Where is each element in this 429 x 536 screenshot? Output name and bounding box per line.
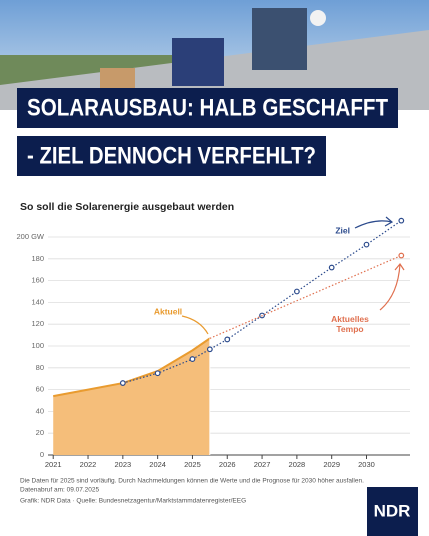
note: Die Daten für 2025 sind vorläufig. Durch… [20, 478, 364, 485]
x-tick-label: 2024 [149, 460, 166, 469]
x-tick-label: 2021 [45, 460, 62, 469]
logo-box [367, 487, 418, 536]
y-tick-label: 100 [31, 341, 44, 350]
arrow [181, 315, 209, 335]
point [328, 264, 335, 271]
line [209, 254, 402, 339]
point [119, 380, 126, 386]
point [398, 217, 405, 224]
x-tick-label: 2030 [358, 460, 375, 469]
title-box [17, 88, 398, 128]
x-tick-label: 2025 [184, 460, 201, 469]
plot: 0 20 40 60 80 100 120 140 160 180 200 GW 2021 2022 20… [16, 216, 410, 469]
y-tick-label: 20 [36, 428, 44, 437]
y-tick-label: 180 [31, 254, 44, 263]
point [398, 252, 405, 259]
area-line [53, 337, 211, 398]
x-tick-label: 2022 [80, 460, 97, 469]
point [293, 288, 300, 295]
y-tick-label: 200 GW [16, 232, 44, 241]
point [189, 356, 196, 362]
arrow [354, 216, 394, 229]
y-tick-label: 160 [31, 276, 44, 285]
arrow [379, 262, 405, 311]
y-tick-label: 80 [36, 363, 44, 372]
logo: NDR [374, 501, 411, 520]
chart-title: So soll die Solarenergie ausgebaut werde… [20, 201, 234, 213]
x-tick-label: 2023 [114, 460, 131, 469]
line [122, 220, 402, 384]
point [224, 336, 231, 343]
series-label: Aktuelles Tempo [331, 314, 369, 334]
point [154, 370, 161, 377]
y-tick-label: 140 [31, 297, 44, 306]
x-tick-label: 2028 [289, 460, 306, 469]
x-tick-label: 2029 [323, 460, 340, 469]
point [363, 241, 370, 248]
y-tick-label: 0 [40, 450, 44, 459]
headline: SOLARAUSBAU: HALB GESCHAFFT [27, 94, 388, 121]
series-label: Ziel [335, 225, 350, 235]
note: Grafik: NDR Data · Quelle: Bundesnetzage… [20, 498, 246, 505]
note: Datenabruf am: 09.07.2025 [20, 487, 100, 494]
area [53, 338, 210, 455]
headline: - ZIEL DENNOCH VERFEHLT? [27, 142, 316, 169]
x-tick-label: 2027 [254, 460, 271, 469]
point [206, 346, 213, 353]
x-tick-label: 2026 [219, 460, 236, 469]
series-label: Aktuell [154, 306, 182, 316]
y-tick-label: 40 [36, 406, 44, 415]
y-tick-label: 60 [36, 385, 44, 394]
y-tick-label: 120 [31, 319, 44, 328]
title-box [17, 136, 326, 176]
